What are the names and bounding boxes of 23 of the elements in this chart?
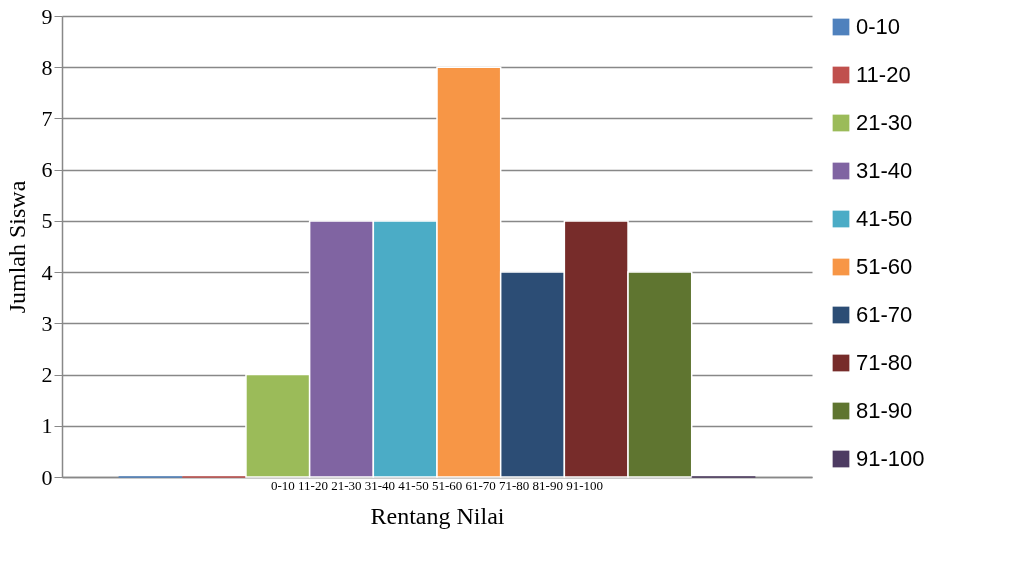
x-axis-title: Rentang Nilai <box>370 502 505 529</box>
legend-label: 0-10 <box>856 14 901 39</box>
legend-label: 21-30 <box>856 110 913 135</box>
legend-label: 41-50 <box>856 206 913 231</box>
y-tick-label: 1 <box>41 413 53 439</box>
legend-label: 51-60 <box>856 254 913 279</box>
y-tick-label: 2 <box>41 362 53 388</box>
legend-label: 31-40 <box>856 158 913 183</box>
y-tick-label: 7 <box>41 105 53 131</box>
y-tick-label: 6 <box>41 157 53 183</box>
legend-label: 81-90 <box>856 398 913 423</box>
y-tick-label: 9 <box>41 3 53 29</box>
y-tick-label: 3 <box>41 310 53 336</box>
legend-label: 91-100 <box>856 446 925 471</box>
y-tick-label: 0 <box>41 464 53 490</box>
x-tick-label: 0-10 11-20 21-30 31-40 41-50 51-60 61-70 71-80 81-90 91-100 <box>270 477 604 493</box>
legend-label: 61-70 <box>856 302 913 327</box>
y-tick-label: 4 <box>41 259 53 285</box>
y-tick-label: 5 <box>41 208 53 234</box>
legend-label: 11-20 <box>856 62 911 87</box>
legend-label: 71-80 <box>856 350 913 375</box>
y-axis-title: Jumlah Siswa <box>3 180 30 314</box>
y-tick-label: 8 <box>41 54 53 80</box>
